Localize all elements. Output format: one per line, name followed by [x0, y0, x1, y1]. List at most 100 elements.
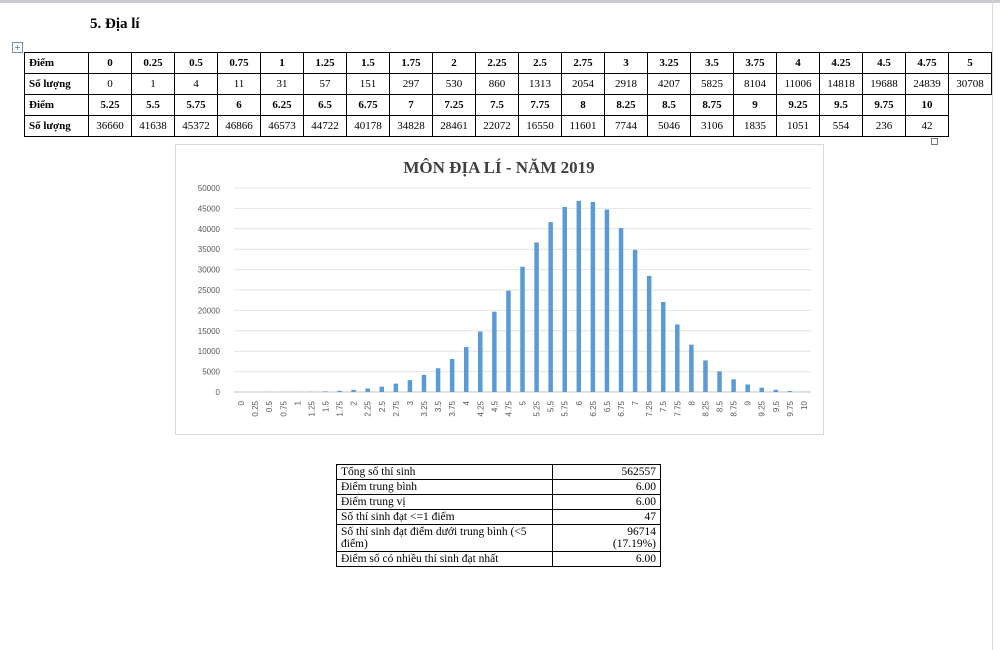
- bar: [562, 206, 567, 392]
- bar: [337, 390, 342, 392]
- stat-value: 6.00: [635, 481, 656, 493]
- bar: [520, 266, 525, 392]
- stat-label: Điểm số có nhiều thí sinh đạt nhất: [336, 551, 553, 567]
- score-cell: 6.75: [346, 94, 390, 116]
- stat-value-cell: 6.00: [552, 479, 661, 495]
- count-cell: 31: [260, 73, 304, 95]
- y-tick-label: 5000: [202, 368, 220, 377]
- stat-row: Điểm số có nhiều thí sinh đạt nhất 6.00: [336, 551, 661, 567]
- bar: [351, 389, 356, 392]
- score-cell: 8.75: [690, 94, 734, 116]
- count-cell: 40178: [346, 115, 390, 137]
- section-title: 5. Địa lí: [90, 16, 140, 32]
- count-cell: 11601: [561, 115, 605, 137]
- x-tick-label: 9.25: [758, 400, 767, 416]
- x-tick-label: 8.25: [701, 400, 710, 416]
- score-cell: 9.25: [776, 94, 820, 116]
- x-tick-label: 10: [800, 400, 809, 409]
- bar: [393, 383, 399, 392]
- score-cell: 4: [776, 52, 820, 74]
- score-cell: 9.5: [819, 94, 863, 116]
- count-cell: 3106: [690, 115, 734, 137]
- score-cell: 8.25: [604, 94, 648, 116]
- x-tick-label: 4: [462, 400, 471, 405]
- bar: [534, 242, 539, 392]
- score-cell: 5.25: [88, 94, 132, 116]
- x-tick-label: 6.25: [589, 400, 598, 416]
- count-cell: 7744: [604, 115, 648, 137]
- x-tick-label: 6: [575, 400, 584, 405]
- count-cell: 0: [88, 73, 132, 95]
- x-tick-label: 7.25: [645, 400, 654, 416]
- table-resize-handle-icon[interactable]: [931, 138, 938, 145]
- count-cell: 8104: [733, 73, 777, 95]
- count-cell: 1313: [518, 73, 562, 95]
- count-row: Số lượng 36660 41638 45372 46866 46573 44722 40…: [24, 115, 992, 137]
- page-edge: [992, 0, 993, 650]
- score-cell: 5.75: [174, 94, 218, 116]
- score-cell: 0.75: [217, 52, 261, 74]
- y-tick-label: 20000: [198, 306, 221, 315]
- row-label-count: Số lượng: [24, 115, 89, 137]
- bar: [590, 201, 596, 392]
- score-cell: 3.75: [733, 52, 777, 74]
- stat-label: Tổng số thí sinh: [336, 464, 553, 480]
- score-cell: 8.5: [647, 94, 691, 116]
- count-cell: 19688: [862, 73, 906, 95]
- x-tick-label: 2: [350, 400, 359, 405]
- x-tick-label: 3.25: [420, 400, 429, 416]
- count-cell: 28461: [432, 115, 476, 137]
- bar: [478, 331, 483, 392]
- x-tick-label: 0.25: [251, 400, 260, 416]
- x-tick-label: 5.5: [547, 400, 556, 412]
- bar: [506, 290, 511, 392]
- stat-label: Điểm trung vị: [336, 494, 553, 510]
- table-move-handle-icon[interactable]: +: [12, 42, 23, 53]
- bar: [435, 368, 441, 392]
- x-tick-label: 7: [631, 400, 640, 405]
- count-cell: 16550: [518, 115, 562, 137]
- score-cell: 7.5: [475, 94, 519, 116]
- bar: [660, 301, 666, 392]
- stat-value-cell: 47: [552, 509, 661, 525]
- score-cell: 3: [604, 52, 648, 74]
- count-cell: 1835: [733, 115, 777, 137]
- score-cell: 2.75: [561, 52, 605, 74]
- stat-value-cell: 96714 (17.19%): [552, 524, 661, 552]
- count-cell: 1: [131, 73, 175, 95]
- empty-cell: [949, 116, 992, 137]
- bar: [463, 347, 469, 392]
- x-tick-label: 2.75: [392, 400, 401, 416]
- y-tick-label: 40000: [198, 225, 221, 234]
- stat-label: Số thí sinh đạt <=1 điểm: [336, 509, 553, 525]
- score-row: Điểm 0 0.25 0.5 0.75 1 1.25 1.5 1.75 2 2.25 2.5 2.75…: [24, 52, 992, 74]
- score-distribution-table: Điểm 0 0.25 0.5 0.75 1 1.25 1.5 1.75 2 2.25 2.5 2.75…: [24, 52, 992, 137]
- x-tick-label: 1: [293, 400, 302, 405]
- bar: [323, 391, 328, 392]
- score-cell: 0.25: [131, 52, 175, 74]
- bar: [773, 389, 779, 392]
- bar: [407, 380, 413, 392]
- bar: [365, 388, 370, 392]
- x-tick-label: 5.25: [533, 400, 542, 416]
- count-cell: 860: [475, 73, 519, 95]
- count-cell: 4: [174, 73, 218, 95]
- count-cell: 297: [389, 73, 433, 95]
- bar: [492, 311, 497, 392]
- bar: [759, 387, 764, 392]
- stat-value: 6.00: [635, 553, 656, 565]
- x-tick-label: 9.5: [772, 400, 781, 412]
- score-cell: 2: [432, 52, 476, 74]
- chart-canvas: MÔN ĐỊA LÍ - NĂM 2019 0 5000 10000 15000 2000…: [198, 158, 811, 417]
- x-tick-label: 5: [519, 400, 528, 405]
- bar: [618, 228, 624, 392]
- score-cell: 1.75: [389, 52, 433, 74]
- x-tick-label: 7.5: [659, 400, 668, 412]
- count-cell: 2054: [561, 73, 605, 95]
- row-label-score: Điểm: [24, 94, 89, 116]
- score-chart: MÔN ĐỊA LÍ - NĂM 2019 0 5000 10000 15000 2000…: [175, 144, 824, 435]
- bar: [632, 249, 638, 392]
- score-cell: 1.5: [346, 52, 390, 74]
- chart-title: MÔN ĐỊA LÍ - NĂM 2019: [403, 158, 594, 177]
- summary-statistics-table: Tổng số thí sinh 562557 Điểm trung bình 6.0…: [336, 464, 661, 567]
